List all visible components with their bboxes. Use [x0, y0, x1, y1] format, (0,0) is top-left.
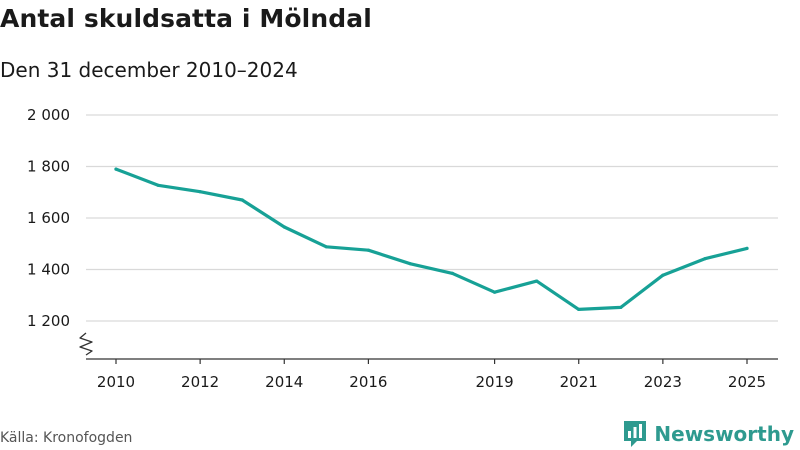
data-point [324, 245, 328, 249]
newsworthy-logo-icon [624, 421, 647, 447]
y-tick-label: 1 400 [27, 261, 70, 279]
data-point [282, 225, 286, 229]
x-tick-label: 2014 [265, 373, 303, 391]
y-tick-label: 1 600 [27, 209, 70, 227]
data-point [745, 246, 749, 250]
data-point [703, 257, 707, 261]
data-point [661, 273, 665, 277]
y-tick-label: 2 000 [27, 106, 70, 124]
newsworthy-logo: Newsworthy [622, 419, 794, 449]
x-tick-label: 2021 [560, 373, 598, 391]
x-tick-label: 2010 [97, 373, 135, 391]
chart-title: Antal skuldsatta i Mölndal [0, 4, 372, 33]
x-tick-label: 2023 [644, 373, 682, 391]
newsworthy-logo-text: Newsworthy [654, 422, 794, 446]
y-tick-label: 1 800 [27, 158, 70, 176]
data-point [535, 279, 539, 283]
y-tick-label: 1 200 [27, 312, 70, 330]
data-point [366, 248, 370, 252]
source-note: Källa: Kronofogden [0, 430, 133, 446]
x-tick-label: 2019 [476, 373, 514, 391]
axis-break-icon [79, 332, 93, 356]
data-point [240, 198, 244, 202]
x-tick-label: 2012 [181, 373, 219, 391]
data-point [114, 167, 118, 171]
chart-subtitle: Den 31 december 2010–2024 [0, 58, 298, 82]
data-point [450, 271, 455, 275]
data-point [198, 190, 202, 194]
data-point [577, 307, 581, 311]
x-tick-label: 2025 [728, 373, 766, 391]
data-point [619, 305, 623, 309]
series-line [114, 167, 749, 311]
x-tick-label: 2016 [349, 373, 387, 391]
data-point [156, 183, 160, 187]
data-point [493, 290, 497, 294]
data-point [408, 262, 413, 266]
